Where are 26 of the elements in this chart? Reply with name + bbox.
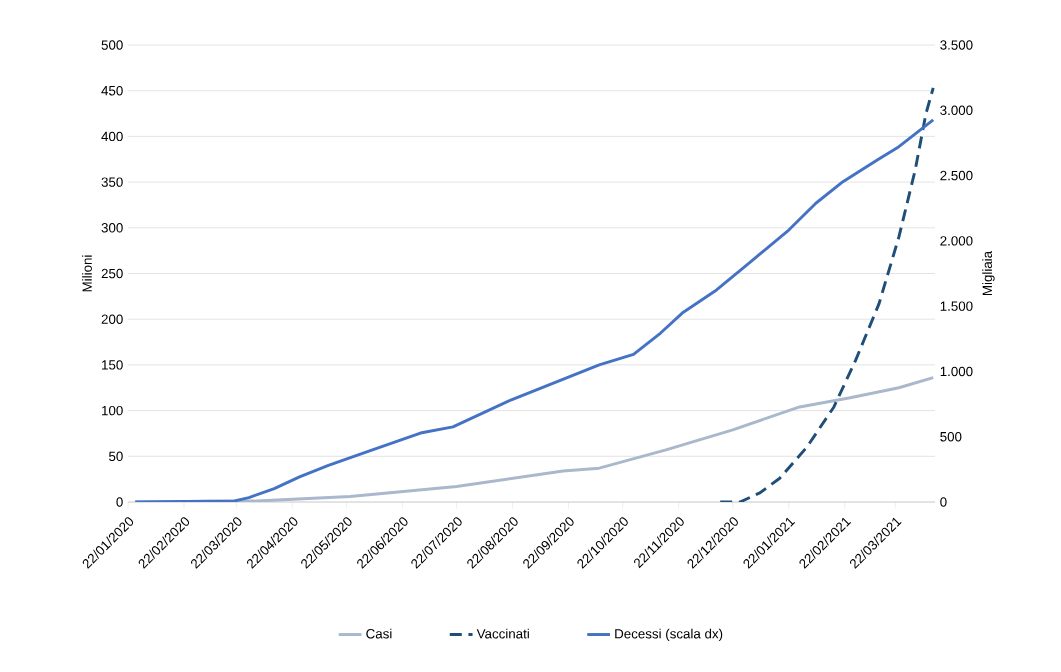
y-tick-label: 0: [116, 497, 123, 507]
y-axis-title: Milioni: [82, 255, 92, 292]
y-tick-label: 250: [101, 268, 123, 279]
y2-tick-label: 0: [940, 497, 947, 507]
y-tick-label: 200: [101, 314, 123, 324]
legend-label: Vaccinati: [476, 628, 529, 639]
y-tick-label: 100: [102, 405, 123, 416]
y-tick-label: 300: [101, 223, 123, 233]
y2-tick-label: 1.000: [940, 366, 973, 377]
y2-tick-label: 500: [940, 432, 962, 442]
y2-tick-label: 3.500: [940, 40, 973, 50]
legend-label: Decessi (scala dx): [615, 628, 723, 642]
line-series: [133, 118, 935, 502]
y2-tick-label: 1.500: [940, 301, 973, 311]
line-series: [718, 86, 935, 502]
y-tick-label: 50: [109, 451, 123, 462]
y-tick-label: 400: [101, 131, 123, 142]
legend-label: Casi: [366, 628, 392, 639]
y2-tick-label: 3.000: [940, 105, 973, 115]
y-tick-label: 150: [102, 360, 123, 370]
y2-tick-label: 2.500: [940, 170, 973, 181]
y2-tick-label: 2.000: [940, 236, 973, 246]
y-tick-label: 350: [101, 177, 123, 187]
y-tick-label: 450: [101, 85, 123, 96]
y2-axis-title: Migliaia: [982, 250, 995, 296]
y-tick-label: 500: [101, 40, 123, 50]
